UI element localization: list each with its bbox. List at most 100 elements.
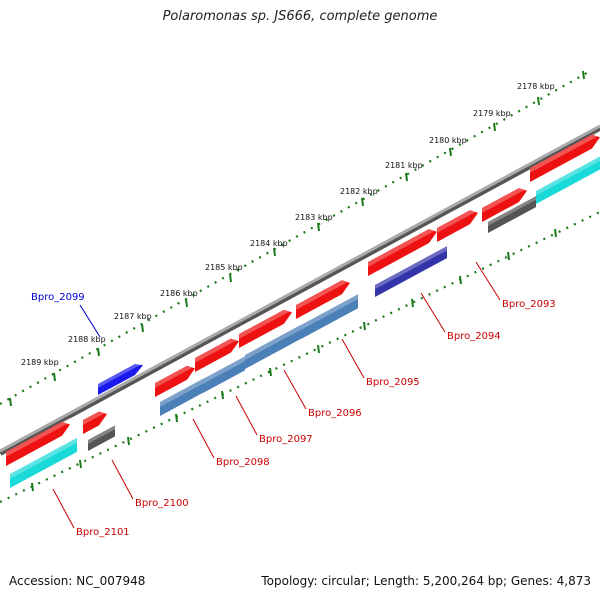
gene-block-steelblue-3	[203, 356, 245, 393]
lower-major-tick	[411, 298, 414, 308]
upper-major-tick	[97, 347, 100, 357]
lower-major-tick	[79, 459, 82, 469]
gene-leader-line	[283, 369, 307, 410]
cds-gene-arrow-highlight	[155, 361, 195, 388]
upper-major-tick	[405, 172, 408, 182]
backbone-line-shadow	[0, 125, 600, 456]
cds-gene-arrow-body	[482, 188, 527, 222]
lower-tick-track	[0, 211, 600, 503]
cds-gene-arrow-body	[239, 309, 292, 348]
gene-block-steelblue-3-highlight	[203, 356, 245, 384]
upper-tick-track	[0, 69, 593, 405]
gene-leader-line	[79, 304, 101, 338]
cds-gene-arrow-highlight	[6, 417, 70, 457]
lower-major-tick	[459, 275, 462, 285]
gene-block-steelblue-2-highlight	[245, 324, 301, 360]
gene-block-grey-left	[88, 425, 115, 451]
gene-block-grey-right-highlight	[488, 196, 536, 226]
gene-block-steelblue-2-body	[245, 324, 301, 369]
gene-leader-line	[52, 488, 75, 529]
upper-major-tick	[317, 222, 320, 232]
gene-block-steelblue-2	[245, 324, 301, 369]
gene-label: Bpro_2098	[216, 457, 270, 468]
upper-major-tick	[273, 247, 276, 257]
gene-block-steelblue-1-body	[301, 294, 358, 339]
scale-label: 2180 kbp	[429, 136, 467, 145]
cds-gene-arrow	[83, 407, 107, 434]
gene-block-grey-left-highlight	[88, 425, 115, 444]
gene-block-grey-right	[488, 196, 536, 233]
upper-major-tick	[141, 323, 144, 333]
genes-layer	[6, 130, 600, 488]
scale-label: 2189 kbp	[21, 358, 59, 367]
cds-gene-arrow	[195, 334, 239, 372]
genome-stats-text: Topology: circular; Length: 5,200,264 bp…	[261, 574, 591, 588]
gene-block-navy-body	[375, 246, 447, 297]
lower-major-tick	[175, 413, 178, 423]
gene-label: Bpro_2099	[31, 292, 85, 303]
backbone-line	[0, 124, 600, 453]
cds-gene-arrow-body	[83, 411, 107, 434]
scale-label: 2183 kbp	[295, 213, 333, 222]
lower-major-tick	[554, 228, 557, 238]
gene-block-steelblue-1	[301, 294, 358, 339]
gene-label: Bpro_2096	[308, 408, 362, 419]
cds-gene-arrow-highlight	[482, 183, 527, 213]
cds-gene-arrow-highlight	[239, 305, 292, 339]
cds-gene-arrow-body	[368, 229, 437, 276]
upper-major-tick	[537, 96, 540, 106]
rna-gene-block-cyan-left-highlight	[10, 437, 77, 479]
gene-block-navy	[375, 246, 447, 297]
upper-major-tick	[449, 147, 452, 157]
cds-gene-arrow	[530, 130, 600, 182]
lower-major-tick	[363, 321, 366, 331]
scale-label: 2186 kbp	[160, 289, 198, 298]
cds-gene-arrow-body	[6, 421, 70, 466]
gene-block-steelblue-4-body	[160, 378, 203, 416]
scale-label: 2188 kbp	[68, 335, 106, 344]
gene-label: Bpro_2095	[366, 377, 420, 388]
scale-label: 2181 kbp	[385, 161, 423, 170]
gene-label: Bpro_2093	[502, 299, 556, 310]
rna-gene-block-cyan-right	[536, 156, 600, 204]
cds-gene-arrow	[239, 305, 292, 348]
gene-leader-line	[235, 395, 258, 436]
gene-label: Bpro_2094	[447, 331, 501, 342]
gene-leader-line	[420, 292, 446, 333]
cds-gene-arrow-highlight	[83, 407, 107, 425]
cds-gene-arrow-highlight	[437, 205, 478, 233]
cds-gene-arrow-body	[195, 338, 239, 372]
tick-dots-layer	[0, 69, 600, 503]
rna-gene-block-cyan-right-highlight	[536, 156, 600, 196]
cds-gene-arrow-body	[530, 134, 600, 182]
upper-major-tick	[185, 298, 188, 308]
gene-label: Bpro_2097	[259, 434, 313, 445]
gene-leader-line	[111, 459, 134, 500]
rna-gene-block-cyan-left-body	[10, 437, 77, 488]
gene-block-steelblue-4-highlight	[160, 378, 203, 407]
cds-gene-arrow	[482, 183, 527, 222]
gene-block-navy-highlight	[375, 246, 447, 290]
cds-gene-arrow-highlight	[368, 224, 437, 267]
gene-block-steelblue-3-body	[203, 356, 245, 393]
cds-gene-arrow	[368, 224, 437, 276]
upper-major-tick	[582, 70, 585, 80]
lower-major-tick	[317, 344, 320, 354]
leader-lines-layer	[52, 261, 501, 529]
gene-leader-line	[475, 261, 501, 301]
scale-label: 2179 kbp	[473, 109, 511, 118]
gene-leader-line	[192, 418, 215, 459]
accession-text: Accession: NC_007948	[9, 574, 146, 588]
upper-major-tick	[493, 122, 496, 132]
cds-gene-arrow-body	[437, 210, 478, 242]
gene-leader-line	[341, 338, 365, 379]
cds-gene-arrow	[296, 275, 350, 319]
cds-gene-arrow-body	[155, 365, 195, 397]
cds-gene-arrow	[6, 417, 70, 466]
rna-gene-block-cyan-left	[10, 437, 77, 488]
lower-major-tick	[269, 367, 272, 377]
cds-gene-arrow-highlight	[530, 130, 600, 173]
gene-block-grey-left-body	[88, 425, 115, 451]
upper-major-tick	[229, 273, 232, 283]
cds-gene-arrow-body	[296, 280, 350, 319]
